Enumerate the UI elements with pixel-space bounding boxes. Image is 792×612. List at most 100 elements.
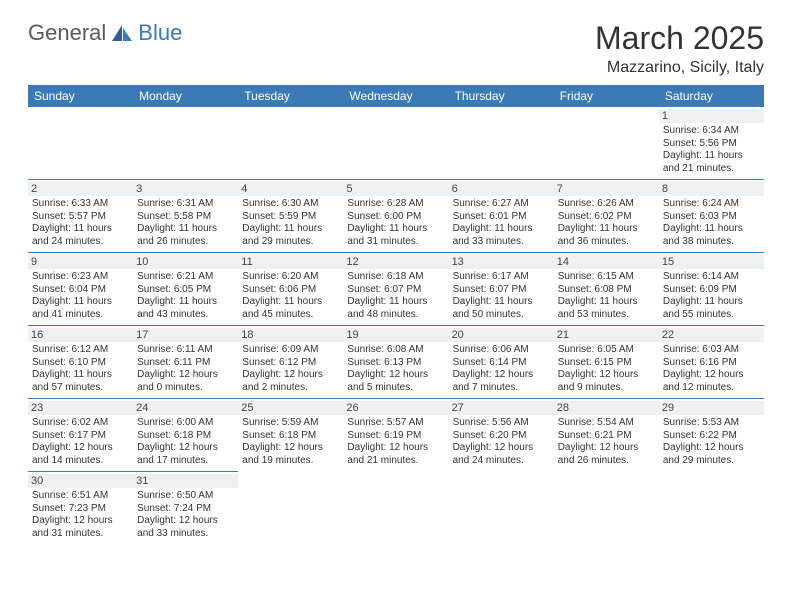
day-info: Sunrise: 6:15 AMSunset: 6:08 PMDaylight:… <box>558 271 655 321</box>
day-info: Sunrise: 6:00 AMSunset: 6:18 PMDaylight:… <box>137 417 234 467</box>
month-title: March 2025 <box>595 20 764 57</box>
day-info: Sunrise: 6:24 AMSunset: 6:03 PMDaylight:… <box>663 198 760 248</box>
logo-text-general: General <box>28 20 106 46</box>
day-number: 9 <box>28 255 133 269</box>
calendar-cell: 3Sunrise: 6:31 AMSunset: 5:58 PMDaylight… <box>133 180 238 253</box>
day-info: Sunrise: 6:21 AMSunset: 6:05 PMDaylight:… <box>137 271 234 321</box>
calendar-row: 2 Sunrise: 6:33 AMSunset: 5:57 PMDaylight… <box>28 180 764 253</box>
day-number: 25 <box>238 401 343 415</box>
day-info: Sunrise: 6:09 AMSunset: 6:12 PMDaylight:… <box>242 344 339 394</box>
day-number: 20 <box>449 328 554 342</box>
calendar-cell <box>133 107 238 180</box>
calendar-cell: 25Sunrise: 5:59 AMSunset: 6:18 PMDayligh… <box>238 399 343 472</box>
calendar-row: 1 Sunrise: 6:34 AMSunset: 5:56 PMDaylight… <box>28 107 764 180</box>
calendar-cell: 26 Sunrise: 5:57 AMSunset: 6:19 PMDayligh… <box>343 399 448 472</box>
day-number: 2 <box>28 182 133 196</box>
day-info: Sunrise: 6:26 AMSunset: 6:02 PMDaylight:… <box>558 198 655 248</box>
calendar-cell: 19Sunrise: 6:08 AMSunset: 6:13 PMDayligh… <box>343 326 448 399</box>
weekday-header: Friday <box>554 85 659 107</box>
day-number: 31 <box>133 474 238 488</box>
calendar-cell: 29 Sunrise: 5:53 AMSunset: 6:22 PMDayligh… <box>659 399 764 472</box>
weekday-header: Tuesday <box>238 85 343 107</box>
calendar-cell: 1 Sunrise: 6:34 AMSunset: 5:56 PMDaylight… <box>659 107 764 180</box>
calendar-cell: 5 Sunrise: 6:28 AMSunset: 6:00 PMDaylight… <box>343 180 448 253</box>
calendar-cell <box>659 472 764 545</box>
weekday-header: Saturday <box>659 85 764 107</box>
calendar-cell: 20 Sunrise: 6:06 AMSunset: 6:14 PMDayligh… <box>449 326 554 399</box>
day-info: Sunrise: 5:56 AMSunset: 6:20 PMDaylight:… <box>453 417 550 467</box>
location: Mazzarino, Sicily, Italy <box>595 59 764 77</box>
day-info: Sunrise: 5:57 AMSunset: 6:19 PMDaylight:… <box>347 417 444 467</box>
calendar-cell: 14 Sunrise: 6:15 AMSunset: 6:08 PMDayligh… <box>554 253 659 326</box>
logo-text-blue: Blue <box>138 20 182 46</box>
day-info: Sunrise: 6:12 AMSunset: 6:10 PMDaylight:… <box>32 344 129 394</box>
day-number: 27 <box>449 401 554 415</box>
day-number: 17 <box>133 328 238 342</box>
title-block: March 2025 Mazzarino, Sicily, Italy <box>595 20 764 77</box>
calendar-cell: 18 Sunrise: 6:09 AMSunset: 6:12 PMDayligh… <box>238 326 343 399</box>
calendar-cell <box>238 472 343 545</box>
calendar-cell: 31 Sunrise: 6:50 AMSunset: 7:24 PMDayligh… <box>133 472 238 545</box>
calendar-table: Sunday Monday Tuesday Wednesday Thursday… <box>28 85 764 544</box>
calendar-cell: 10 Sunrise: 6:21 AMSunset: 6:05 PMDayligh… <box>133 253 238 326</box>
day-number: 16 <box>28 328 133 342</box>
day-info: Sunrise: 6:50 AMSunset: 7:24 PMDaylight:… <box>137 490 234 540</box>
weekday-row: Sunday Monday Tuesday Wednesday Thursday… <box>28 85 764 107</box>
day-info: Sunrise: 5:54 AMSunset: 6:21 PMDaylight:… <box>558 417 655 467</box>
day-number: 30 <box>28 474 133 488</box>
day-info: Sunrise: 6:34 AMSunset: 5:56 PMDaylight:… <box>663 125 760 175</box>
day-number: 5 <box>343 182 448 196</box>
day-number: 11 <box>238 255 343 269</box>
calendar-cell: 8 Sunrise: 6:24 AMSunset: 6:03 PMDaylight… <box>659 180 764 253</box>
day-number: 15 <box>659 255 764 269</box>
weekday-header: Wednesday <box>343 85 448 107</box>
weekday-header: Monday <box>133 85 238 107</box>
day-info: Sunrise: 6:23 AMSunset: 6:04 PMDaylight:… <box>32 271 129 321</box>
calendar-cell <box>449 107 554 180</box>
calendar-cell: 16 Sunrise: 6:12 AMSunset: 6:10 PMDayligh… <box>28 326 133 399</box>
day-info: Sunrise: 6:27 AMSunset: 6:01 PMDaylight:… <box>453 198 550 248</box>
day-number: 23 <box>28 401 133 415</box>
day-info: Sunrise: 6:51 AMSunset: 7:23 PMDaylight:… <box>32 490 129 540</box>
calendar-cell: 13Sunrise: 6:17 AMSunset: 6:07 PMDayligh… <box>449 253 554 326</box>
day-number: 29 <box>659 401 764 415</box>
day-info: Sunrise: 6:06 AMSunset: 6:14 PMDaylight:… <box>453 344 550 394</box>
day-info: Sunrise: 6:33 AMSunset: 5:57 PMDaylight:… <box>32 198 129 248</box>
day-info: Sunrise: 6:03 AMSunset: 6:16 PMDaylight:… <box>663 344 760 394</box>
weekday-header: Sunday <box>28 85 133 107</box>
day-number: 3 <box>133 182 238 196</box>
day-number: 4 <box>238 182 343 196</box>
calendar-body: 1 Sunrise: 6:34 AMSunset: 5:56 PMDaylight… <box>28 107 764 544</box>
calendar-cell <box>343 472 448 545</box>
day-number: 8 <box>659 182 764 196</box>
calendar-cell: 30 Sunrise: 6:51 AMSunset: 7:23 PMDayligh… <box>28 472 133 545</box>
calendar-cell <box>449 472 554 545</box>
day-info: Sunrise: 6:11 AMSunset: 6:11 PMDaylight:… <box>137 344 234 394</box>
calendar-row: 23Sunrise: 6:02 AMSunset: 6:17 PMDayligh… <box>28 399 764 472</box>
day-number: 21 <box>554 328 659 342</box>
calendar-row: 9 Sunrise: 6:23 AMSunset: 6:04 PMDaylight… <box>28 253 764 326</box>
day-number: 10 <box>133 255 238 269</box>
calendar-cell: 23Sunrise: 6:02 AMSunset: 6:17 PMDayligh… <box>28 399 133 472</box>
calendar-row: 30 Sunrise: 6:51 AMSunset: 7:23 PMDayligh… <box>28 472 764 545</box>
calendar-cell: 12Sunrise: 6:18 AMSunset: 6:07 PMDayligh… <box>343 253 448 326</box>
day-info: Sunrise: 5:53 AMSunset: 6:22 PMDaylight:… <box>663 417 760 467</box>
logo: General Blue <box>28 20 182 46</box>
day-info: Sunrise: 6:28 AMSunset: 6:00 PMDaylight:… <box>347 198 444 248</box>
day-info: Sunrise: 6:08 AMSunset: 6:13 PMDaylight:… <box>347 344 444 394</box>
day-number: 6 <box>449 182 554 196</box>
day-number: 12 <box>343 255 448 269</box>
day-number: 26 <box>343 401 448 415</box>
day-number: 18 <box>238 328 343 342</box>
day-number: 1 <box>659 109 764 123</box>
day-number: 7 <box>554 182 659 196</box>
calendar-cell: 11Sunrise: 6:20 AMSunset: 6:06 PMDayligh… <box>238 253 343 326</box>
weekday-header: Thursday <box>449 85 554 107</box>
calendar-cell <box>28 107 133 180</box>
logo-sail-icon <box>110 23 134 43</box>
calendar-cell: 22Sunrise: 6:03 AMSunset: 6:16 PMDayligh… <box>659 326 764 399</box>
day-number: 13 <box>449 255 554 269</box>
day-number: 14 <box>554 255 659 269</box>
calendar-cell: 28Sunrise: 5:54 AMSunset: 6:21 PMDayligh… <box>554 399 659 472</box>
calendar-cell: 24Sunrise: 6:00 AMSunset: 6:18 PMDayligh… <box>133 399 238 472</box>
